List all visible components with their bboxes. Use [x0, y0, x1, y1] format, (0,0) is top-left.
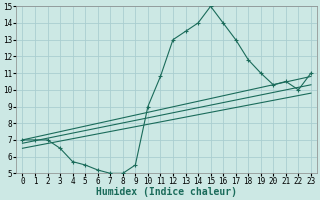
X-axis label: Humidex (Indice chaleur): Humidex (Indice chaleur) — [96, 187, 237, 197]
